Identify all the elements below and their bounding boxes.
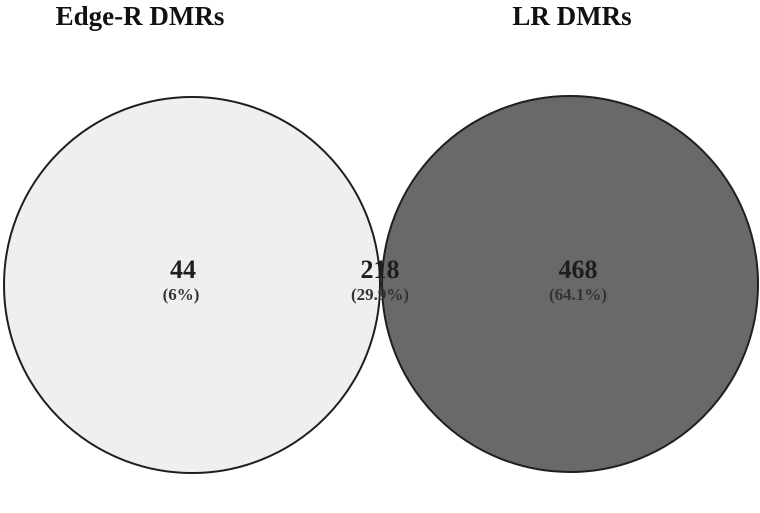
right-only-percent: (64.1%): [549, 285, 607, 304]
right-only-count: 468: [559, 255, 598, 284]
edge-r-circle-outline: [3, 96, 381, 474]
edge-r-title: Edge-R DMRs: [56, 1, 225, 31]
overlap-percent: (29.9%): [351, 285, 409, 304]
overlap-count: 218: [361, 255, 400, 284]
lr-circle-outline: [381, 95, 759, 473]
edge-r-circle: [4, 97, 380, 473]
lr-circle: [382, 96, 758, 472]
left-only-percent: (6%): [163, 285, 200, 304]
lr-title: LR DMRs: [512, 1, 631, 31]
left-only-count: 44: [170, 255, 196, 284]
